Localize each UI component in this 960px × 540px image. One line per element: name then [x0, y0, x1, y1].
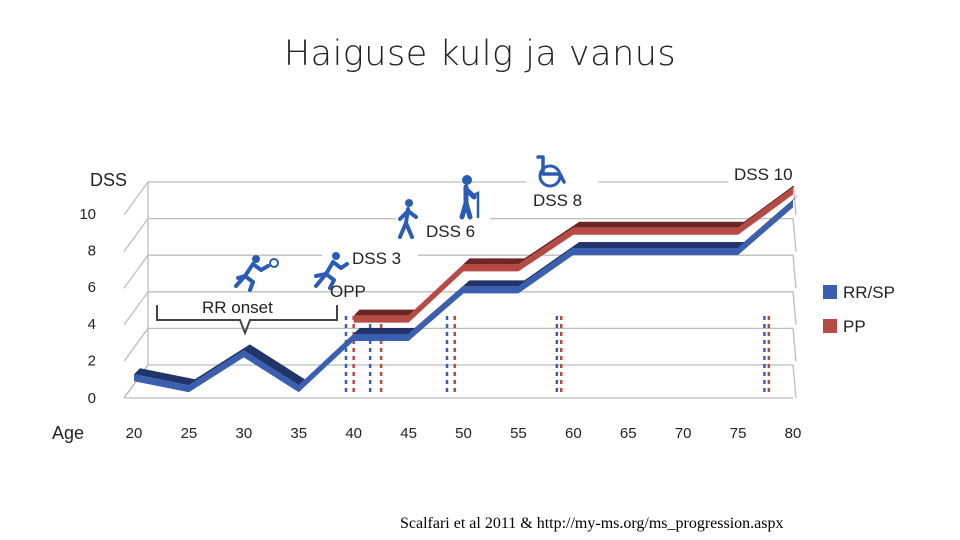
y-tick-label: 2: [88, 352, 96, 369]
gridline: [123, 254, 797, 289]
x-tick-label: 60: [565, 425, 582, 442]
x-tick-label: 30: [235, 425, 252, 442]
series-ribbon-top: [134, 194, 799, 386]
runner-icon: [314, 252, 349, 290]
dss10-label: DSS 10: [734, 165, 793, 184]
y-tick-label: 10: [79, 206, 96, 223]
x-tick-label: 35: [290, 425, 307, 442]
runner-icon: [234, 255, 279, 292]
y-tick-label: 0: [88, 390, 96, 407]
y-axis-title: DSS: [90, 170, 127, 190]
citation: Scalfari et al 2011 & http://my-ms.org/m…: [400, 515, 784, 532]
rr-onset-bracket: [156, 305, 338, 336]
cane-walker-icon: [459, 175, 480, 220]
x-tick-label: 75: [730, 425, 747, 442]
x-tick-label: 40: [345, 425, 362, 442]
legend-swatch-rrsp: [823, 285, 837, 299]
series-ribbon-front: [134, 200, 793, 393]
x-tick-label: 80: [785, 425, 802, 442]
opp-label: OPP: [330, 282, 366, 301]
walker-icon: [398, 199, 418, 239]
gridline: [123, 327, 797, 362]
x-tick-label: 65: [620, 425, 637, 442]
y-tick-label: 6: [88, 279, 96, 296]
dss6-label: DSS 6: [426, 222, 475, 241]
x-tick-label: 50: [455, 425, 472, 442]
x-tick-label: 25: [181, 425, 198, 442]
gridline: [123, 364, 797, 399]
dss10-label-bg: [728, 160, 810, 186]
wheelchair-icon: [536, 155, 566, 188]
x-tick-label: 45: [400, 425, 417, 442]
slide-title: Haiguse kulg ja vanus: [283, 34, 677, 74]
x-tick-label: 20: [126, 425, 143, 442]
legend-label-rrsp: RR/SP: [843, 283, 895, 302]
x-axis-title: Age: [52, 423, 84, 443]
legend-label-pp: PP: [843, 317, 866, 336]
x-tick-label: 55: [510, 425, 527, 442]
y-tick-label: 8: [88, 243, 96, 260]
dss8-label: DSS 8: [533, 191, 582, 210]
rr-onset-label: RR onset: [202, 298, 273, 317]
legend-swatch-pp: [823, 319, 837, 333]
series-rr-sp: [134, 194, 799, 393]
y-tick-label: 4: [88, 316, 96, 333]
gridline: [123, 181, 797, 216]
dss3-label: DSS 3: [352, 249, 401, 268]
x-tick-label: 70: [675, 425, 692, 442]
